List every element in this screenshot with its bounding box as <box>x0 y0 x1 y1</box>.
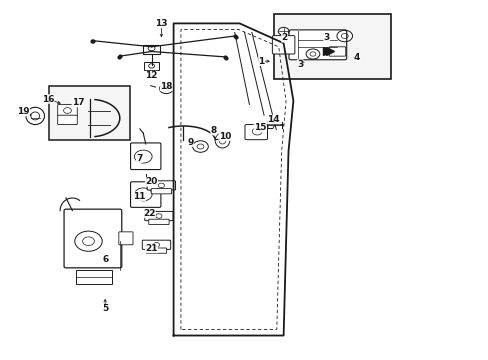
Bar <box>76 270 112 284</box>
Bar <box>144 62 159 70</box>
Bar <box>49 86 129 140</box>
Text: 16: 16 <box>41 94 54 104</box>
FancyBboxPatch shape <box>130 143 161 170</box>
Text: 8: 8 <box>210 126 216 135</box>
FancyBboxPatch shape <box>142 240 170 249</box>
Text: 7: 7 <box>136 154 142 163</box>
FancyBboxPatch shape <box>119 232 133 245</box>
Text: 1: 1 <box>258 57 264 66</box>
Polygon shape <box>267 121 274 129</box>
Text: 21: 21 <box>145 244 158 253</box>
Text: 17: 17 <box>72 98 84 107</box>
Text: 13: 13 <box>155 19 167 28</box>
FancyBboxPatch shape <box>146 248 166 253</box>
Text: 22: 22 <box>142 209 155 217</box>
Text: 3: 3 <box>297 60 303 69</box>
Bar <box>273 14 390 79</box>
Text: 14: 14 <box>267 115 280 124</box>
FancyBboxPatch shape <box>130 182 161 207</box>
Bar <box>142 45 160 54</box>
Text: 19: 19 <box>17 107 30 116</box>
FancyBboxPatch shape <box>58 115 77 125</box>
Text: 4: 4 <box>353 53 360 62</box>
FancyBboxPatch shape <box>244 125 267 140</box>
FancyBboxPatch shape <box>148 219 169 225</box>
Text: 3: 3 <box>323 33 329 42</box>
FancyBboxPatch shape <box>64 209 122 268</box>
Text: 5: 5 <box>102 305 108 313</box>
Text: 15: 15 <box>253 123 266 132</box>
FancyBboxPatch shape <box>58 104 77 116</box>
Text: 10: 10 <box>218 132 231 140</box>
FancyBboxPatch shape <box>151 189 171 194</box>
Text: 11: 11 <box>133 192 145 201</box>
Text: 9: 9 <box>187 138 194 147</box>
FancyBboxPatch shape <box>288 30 346 60</box>
Text: 18: 18 <box>160 82 172 91</box>
FancyBboxPatch shape <box>272 36 294 54</box>
Text: 2: 2 <box>281 33 287 42</box>
Text: 6: 6 <box>102 255 108 264</box>
FancyBboxPatch shape <box>147 181 175 190</box>
Text: 12: 12 <box>145 71 158 80</box>
Text: 20: 20 <box>145 177 158 186</box>
FancyBboxPatch shape <box>144 211 173 221</box>
FancyBboxPatch shape <box>328 47 345 56</box>
